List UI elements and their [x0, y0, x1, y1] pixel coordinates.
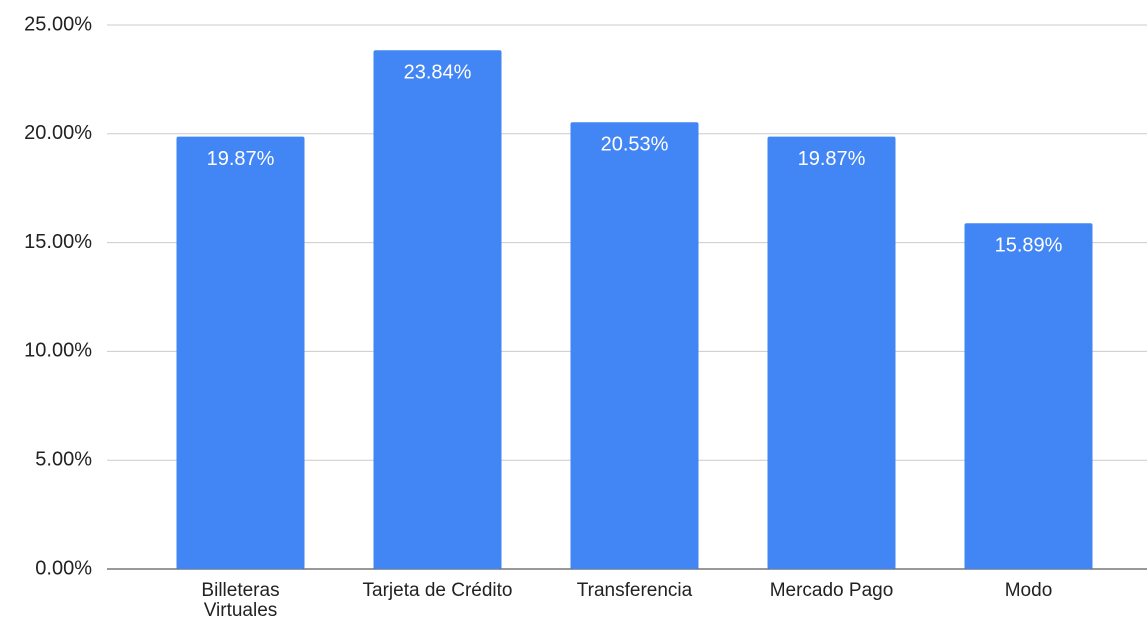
x-tick-label: Transferencia [576, 580, 693, 601]
bar [570, 122, 699, 569]
y-tick-label: 20.00% [24, 122, 92, 144]
y-tick-label: 0.00% [35, 557, 92, 579]
x-tick-label: Billeteras Virtuales [201, 580, 280, 621]
y-tick-label: 10.00% [24, 340, 92, 362]
bar [964, 223, 1093, 570]
value-label: 20.53% [601, 134, 669, 156]
y-tick-label: 15.00% [24, 231, 92, 253]
value-label: 23.84% [404, 62, 472, 84]
x-tick-label: Tarjeta de Crédito [362, 580, 513, 601]
value-label: 19.87% [798, 148, 866, 170]
bar [767, 136, 896, 570]
x-tick-label: Mercado Pago [769, 580, 894, 601]
value-label: 15.89% [995, 235, 1063, 257]
x-tick-label: Modo [1004, 580, 1053, 601]
value-label: 19.87% [207, 148, 275, 170]
y-tick-label: 25.00% [24, 13, 92, 35]
y-tick-label: 5.00% [35, 448, 92, 470]
bar [373, 50, 502, 570]
bar [176, 136, 305, 570]
